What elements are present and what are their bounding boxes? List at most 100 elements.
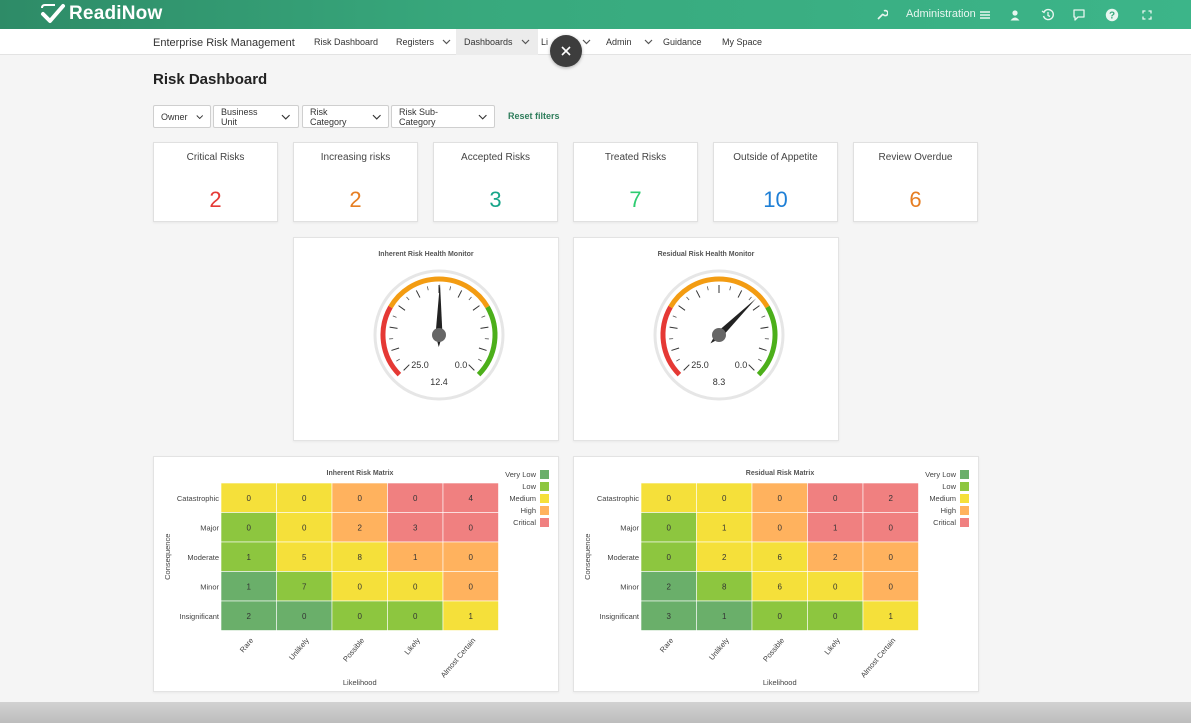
legend-label: Medium (929, 494, 956, 503)
gauge-band-medium (668, 276, 770, 309)
kpi-increasing-risks[interactable]: Increasing risks 2 (293, 142, 418, 222)
filter-owner[interactable]: Owner (153, 105, 211, 128)
matrix-cell (862, 512, 919, 543)
matrix-cell-value: 0 (722, 494, 727, 503)
matrix-cell (751, 512, 808, 543)
kpi-outside-of-appetite[interactable]: Outside of Appetite 10 (713, 142, 838, 222)
gauge-band-low (476, 305, 498, 377)
chevron-down-icon (644, 39, 652, 45)
gauge-tick (457, 290, 463, 298)
wrench-icon[interactable] (872, 5, 892, 24)
history-icon[interactable] (1038, 5, 1058, 24)
matrix-cell (387, 600, 444, 631)
matrix-cell-value: 0 (833, 582, 838, 591)
readinow-logo[interactable]: ReadiNow (40, 3, 162, 25)
matrix-cell-value: 5 (302, 553, 307, 562)
matrix-cell (331, 512, 388, 543)
main-navbar: Enterprise Risk Management Risk Dashboar… (0, 29, 1191, 55)
close-button[interactable] (550, 35, 582, 67)
gauge-minor-tick (396, 358, 400, 362)
residual-risk-gauge-card: Residual Risk Health Monitor 25.0 0.0 8.3 (573, 237, 839, 441)
matrix-col-label: Likely (403, 636, 422, 657)
fullscreen-icon[interactable] (1137, 5, 1157, 24)
gauge-minor-tick (406, 296, 410, 301)
filter-label: Risk Category (310, 106, 347, 127)
nav-registers[interactable]: Registers (388, 29, 459, 55)
matrix-cell (276, 600, 333, 631)
nav-guidance[interactable]: Guidance (655, 29, 710, 55)
kpi-accepted-risks[interactable]: Accepted Risks 3 (433, 142, 558, 222)
help-icon[interactable]: ? (1102, 5, 1122, 24)
legend-label: Critical (933, 518, 956, 527)
matrix-cell-value: 7 (302, 582, 307, 591)
gauge-value-label: 8.3 (713, 377, 726, 387)
matrix-cell (387, 571, 444, 602)
matrix-row-label: Catastrophic (597, 494, 639, 503)
nav-library[interactable]: Li (533, 29, 599, 55)
reset-filters-link[interactable]: Reset filters (508, 111, 560, 121)
matrix-row-label: Minor (620, 582, 639, 591)
matrix-cell (442, 482, 499, 513)
legend-swatch (960, 470, 969, 479)
matrix-cell (640, 571, 697, 602)
filter-business-unit[interactable]: Business Unit (213, 105, 299, 128)
administration-label[interactable]: Administration (906, 8, 976, 20)
gauge-minor-tick (468, 296, 472, 301)
matrix-cell-value: 0 (302, 523, 307, 532)
kpi-label: Increasing risks (320, 152, 391, 163)
matrix-cell-value: 0 (413, 494, 418, 503)
filter-label: Owner (161, 111, 188, 122)
matrix-cell-value: 1 (413, 553, 418, 562)
nav-admin[interactable]: Admin (598, 29, 661, 55)
app-title[interactable]: Enterprise Risk Management (153, 37, 295, 49)
nav-my-space[interactable]: My Space (714, 29, 770, 55)
legend-swatch (960, 482, 969, 491)
kpi-label: Treated Risks (604, 152, 667, 163)
matrix-cell-value: 1 (833, 523, 838, 532)
kpi-critical-risks[interactable]: Critical Risks 2 (153, 142, 278, 222)
legend-label: Medium (509, 494, 536, 503)
matrix-cell-value: 6 (778, 553, 783, 562)
gauge-minor-tick (686, 296, 690, 301)
filter-risk-sub-category[interactable]: Risk Sub-Category (391, 105, 495, 128)
matrix-cell-value: 6 (778, 582, 783, 591)
matrix-cell (442, 600, 499, 631)
gauge-needle-hub (432, 328, 446, 342)
logo-text: ReadiNow (69, 3, 163, 24)
matrix-cell-value: 0 (358, 582, 363, 591)
chat-icon[interactable] (1069, 5, 1089, 24)
nav-dashboards[interactable]: Dashboards (456, 29, 538, 55)
kpi-review-overdue[interactable]: Review Overdue 6 (853, 142, 978, 222)
menu-icon[interactable] (975, 5, 995, 24)
matrix-cell-value: 0 (778, 612, 783, 621)
gauge-tick (472, 305, 480, 311)
filter-label: Risk Sub-Category (399, 106, 439, 127)
matrix-title: Residual Risk Matrix (746, 470, 815, 477)
matrix-row-label: Major (200, 523, 219, 532)
gauge-minor-tick (672, 315, 677, 318)
residual-risk-gauge: 25.0 0.0 8.3 (653, 269, 785, 401)
checkmark-logo-icon (41, 4, 65, 23)
filter-risk-category[interactable]: Risk Category (302, 105, 389, 128)
kpi-treated-risks[interactable]: Treated Risks 7 (573, 142, 698, 222)
nav-risk-dashboard[interactable]: Risk Dashboard (306, 29, 386, 55)
matrix-row-label: Minor (200, 582, 219, 591)
matrix-row-label: Moderate (607, 553, 639, 562)
matrix-cell-value: 0 (889, 582, 894, 591)
legend-swatch (960, 494, 969, 503)
matrix-cell (696, 571, 753, 602)
matrix-cell-value: 0 (469, 553, 474, 562)
matrix-cell-value: 2 (722, 553, 727, 562)
user-icon[interactable] (1005, 5, 1025, 24)
gauge-needle-hub (712, 328, 726, 342)
matrix-cell-value: 3 (413, 523, 418, 532)
legend-label: Critical (513, 518, 536, 527)
gauge-tick (398, 305, 406, 311)
gauge-minor-tick (748, 296, 752, 301)
gauge-minor-tick (478, 358, 482, 362)
chevron-down-icon (282, 114, 291, 120)
residual-risk-matrix-card: Residual Risk Matrix 0 0 0 0 2 Catastrophic 0 1 0… (573, 456, 979, 692)
gauge-tick (468, 364, 475, 371)
kpi-value: 2 (209, 187, 222, 212)
inherent-risk-gauge-card: Inherent Risk Health Monitor 25.0 0.0 12.4 (293, 237, 559, 441)
